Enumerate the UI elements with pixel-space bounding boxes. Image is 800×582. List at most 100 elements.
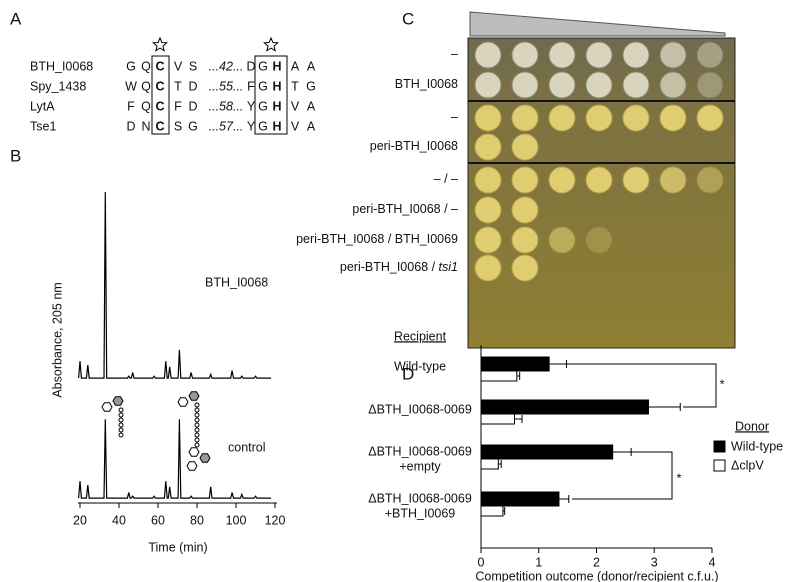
residue: A [307,119,316,133]
sugar-icon [188,447,200,457]
error-bar [516,372,521,380]
error-bar [502,507,506,515]
colony-spot [585,104,613,132]
colony-spot [585,41,613,69]
peptide-icon [118,432,124,438]
residue: G [306,79,316,93]
residue: D [188,99,197,113]
residue: D [188,79,197,93]
trace [78,419,272,499]
colony-spot [474,254,502,282]
annotation: * [720,377,725,391]
residue: ...55... [209,79,244,93]
bar [480,491,560,507]
strain-label: – [451,47,458,61]
peptide-icon [194,407,200,413]
peptide-icon [194,417,200,423]
error-bar [549,360,567,368]
strain-label-italic: tsi1 [439,260,458,274]
peptide-icon [194,402,200,408]
residue: H [272,79,281,93]
bar [480,399,649,415]
legend-swatch [713,459,726,472]
residue: ...42... [209,59,244,73]
colony-spot [474,166,502,194]
panel-label: A [10,9,22,28]
colony-spot [622,41,650,69]
bar [480,370,518,382]
residue: T [174,79,182,93]
peptide-icon [118,407,124,413]
category-label: Wild-type [394,359,446,373]
strain-label: – [451,110,458,124]
colony-spot [548,226,576,254]
peptide-icon [194,412,200,418]
x-tick-label: 100 [226,513,247,527]
residue: Q [141,59,151,73]
y-axis-heading: Recipient [394,329,447,343]
significance-bracket [572,451,673,500]
category-label: ΔBTH_I0068-0069 [368,402,472,416]
residue: W [125,79,137,93]
colony-spot [474,133,502,161]
colony-spot [548,41,576,69]
residue: A [307,59,316,73]
strain-label-text: – [451,47,458,61]
residue: Q [141,79,151,93]
sugar-icon [112,396,124,406]
trace-label: control [228,440,266,454]
residue: H [272,59,281,73]
x-tick-label: 60 [151,513,165,527]
colony-spot [696,41,724,69]
colony-spot [511,166,539,194]
panel-label: B [10,146,21,165]
strain-label-text: – [451,110,458,124]
residue: H [272,99,281,113]
dilution-wedge [469,11,726,37]
peptide-icon [118,412,124,418]
sugar-icon [199,453,211,463]
bar [480,505,504,517]
annotation: * [677,471,682,485]
bar [480,444,614,460]
bar [480,356,550,372]
category-label: ΔBTH_I0068-0069 [368,491,472,505]
peptide-icon [194,422,200,428]
residue: G [258,59,268,73]
colony-spot [659,104,687,132]
x-tick-label: 20 [73,513,87,527]
colony-spot [548,104,576,132]
x-tick-label: 80 [190,513,204,527]
colony-spot [622,166,650,194]
x-tick-label: 3 [651,555,658,569]
sequence-name: Tse1 [30,119,56,133]
strain-label: – / – [434,172,458,186]
strain-label: peri-BTH_I0068 / BTH_I0069 [296,232,458,246]
colony-spot [659,71,687,99]
conserved-box [151,55,170,135]
residue: V [291,99,300,113]
strain-label: peri-BTH_I0068 / – [352,202,458,216]
sugar-icon [101,402,113,412]
colony-spot [474,196,502,224]
colony-spot [696,104,724,132]
x-tick-label: 40 [112,513,126,527]
colony-spot [659,41,687,69]
residue: G [258,119,268,133]
colony-spot [585,71,613,99]
colony-spot [659,166,687,194]
residue: C [155,79,164,93]
colony-spot [548,166,576,194]
star [263,36,279,52]
y-axis-label: Absorbance, 205 nm [50,282,64,397]
error-bar [558,495,570,503]
residue: ...57... [209,119,244,133]
residue: S [174,119,182,133]
strain-label: peri-BTH_I0068 / tsi1 [340,260,458,274]
legend-label: Wild-type [731,439,783,453]
residue: V [291,119,300,133]
residue: C [155,119,164,133]
trace-label: BTH_I0068 [205,275,268,289]
x-axis-label: Competition outcome (donor/recipient c.f… [475,569,718,582]
panel-label: C [402,9,414,28]
